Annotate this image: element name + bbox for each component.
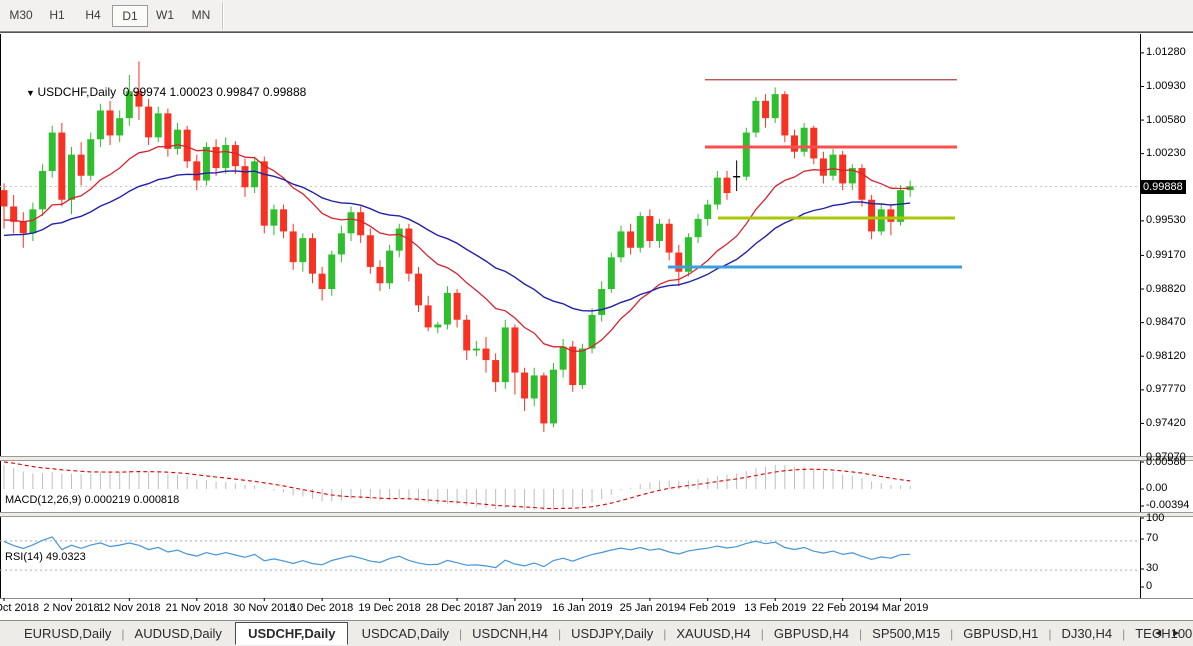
price-axis-tick-label: 0.98470: [1146, 316, 1186, 329]
date-axis-label: 19 Dec 2018: [358, 602, 421, 614]
tab-separator: |: [950, 626, 954, 641]
date-axis-label: 22 Feb 2019: [811, 602, 874, 614]
price-axis-tick-label: 0.98120: [1146, 349, 1186, 362]
tab-usdchf-daily[interactable]: USDCHF,Daily: [235, 622, 349, 645]
tab-separator: |: [663, 626, 667, 641]
date-axis-label: 13 Feb 2019: [744, 602, 807, 614]
price-axis-tick-label: 0.98820: [1146, 282, 1186, 295]
price-axis-tick-label: 1.01280: [1146, 46, 1186, 59]
date-axis-label: 16 Jan 2019: [552, 602, 613, 614]
tab-audusd-daily[interactable]: AUDUSD,Daily: [134, 626, 222, 641]
chart-symbol-label: USDCHF,Daily: [37, 85, 117, 99]
date-axis-label: 2 Nov 2018: [43, 602, 100, 614]
timeframe-button-w1[interactable]: W1: [156, 8, 174, 22]
tab-eurusd-daily[interactable]: EURUSD,Daily: [24, 626, 112, 641]
tab-tech100-h1[interactable]: TECH100,H1: [1135, 626, 1193, 641]
tab-gbpusd-h4[interactable]: GBPUSD,H4: [773, 626, 850, 641]
price-axis-tick-label: 1.00230: [1146, 147, 1186, 160]
tab-dj30-h4[interactable]: DJ30,H4: [1061, 626, 1113, 641]
chart-canvas[interactable]: [0, 33, 1193, 621]
tab-usdcnh-h4[interactable]: USDCNH,H4: [472, 626, 548, 641]
date-axis-label: 30 Nov 2018: [233, 602, 296, 614]
timeframe-button-h4[interactable]: H4: [85, 8, 101, 22]
timeframe-toolbar: M30 H1 H4 D1 W1 MN: [0, 0, 1193, 32]
rsi-axis-tick-label: 100: [1146, 512, 1165, 524]
symbol-tab-bar: EURUSD,Daily | AUDUSD,Daily | USDCHF,Daily | U…: [0, 620, 1193, 646]
tab-separator: |: [1048, 626, 1052, 641]
tab-usdjpy-daily[interactable]: USDJPY,Daily: [571, 626, 654, 641]
tab-separator: |: [121, 626, 125, 641]
tab-separator: |: [557, 626, 562, 641]
price-axis-tick-label: 1.00930: [1146, 79, 1186, 92]
rsi-indicator-title: RSI(14) 49.0323: [5, 551, 86, 563]
timeframe-button-mn[interactable]: MN: [191, 8, 211, 22]
date-axis-label: 21 Nov 2018: [165, 602, 228, 614]
tab-usdcad-daily[interactable]: USDCAD,Daily: [361, 626, 450, 641]
tab-separator: |: [760, 626, 764, 641]
tab-xauusd-h4[interactable]: XAUUSD,H4: [676, 626, 751, 641]
current-price-badge: 0.99888: [1140, 180, 1186, 194]
date-axis-label: 4 Feb 2019: [679, 602, 736, 614]
rsi-axis-tick-label: 30: [1146, 562, 1159, 574]
pane-divider-macd[interactable]: [0, 456, 1193, 461]
tab-scroll-right-icon[interactable]: ►: [1171, 628, 1189, 639]
timeframe-button-d1[interactable]: D1: [112, 5, 148, 27]
price-axis-tick-label: 0.99170: [1146, 248, 1186, 261]
timeframe-button-m30[interactable]: M30: [9, 8, 33, 22]
rsi-axis-tick-label: 0: [1146, 580, 1153, 592]
date-axis-label: 7 Jan 2019: [487, 602, 543, 614]
chart-title: ▼ USDCHF,Daily 0.99974 1.00023 0.99847 0…: [6, 71, 306, 113]
date-axis-label: 12 Nov 2018: [98, 602, 161, 614]
date-axis-label: 28 Dec 2018: [425, 602, 489, 614]
macd-axis-tick-label: 0.00580: [1146, 456, 1186, 468]
price-axis-tick-label: 1.00580: [1146, 113, 1186, 126]
timeframe-button-h1[interactable]: H1: [49, 8, 65, 22]
pane-divider-rsi[interactable]: [0, 512, 1193, 517]
tab-sp500-m15[interactable]: SP500,M15: [872, 626, 941, 641]
rsi-axis-tick-label: 70: [1146, 532, 1159, 544]
date-axis-label: 4 Mar 2019: [872, 602, 929, 614]
price-axis-tick-label: 0.97420: [1146, 416, 1186, 429]
chart-area[interactable]: ▼ USDCHF,Daily 0.99974 1.00023 0.99847 0…: [0, 32, 1193, 621]
chart-collapse-icon[interactable]: ▼: [26, 88, 38, 98]
price-axis-tick-label: 0.97770: [1146, 383, 1186, 396]
price-axis-tick-label: 0.99530: [1146, 214, 1186, 227]
date-axis-label: 25 Jan 2019: [619, 602, 681, 614]
macd-axis-tick-label: 0.00: [1146, 482, 1168, 494]
tab-separator: |: [1122, 626, 1126, 641]
macd-axis-tick-label: -0.00394: [1146, 499, 1190, 511]
tab-separator: |: [859, 626, 863, 641]
date-axis-label: 10 Dec 2018: [290, 602, 354, 614]
price-axis-tick-label: 0.97070: [1146, 450, 1186, 463]
macd-indicator-title: MACD(12,26,9) 0.000219 0.000818: [5, 494, 180, 506]
toolbar-separator: [222, 2, 224, 30]
tab-scroll-left-icon[interactable]: ◄: [1153, 628, 1172, 639]
chart-ohlc-values: 0.99974 1.00023 0.99847 0.99888: [122, 85, 307, 99]
tab-separator: |: [459, 626, 463, 641]
tab-gbpusd-h1[interactable]: GBPUSD,H1: [963, 626, 1039, 641]
date-axis-label: 24 Oct 2018: [0, 602, 39, 614]
